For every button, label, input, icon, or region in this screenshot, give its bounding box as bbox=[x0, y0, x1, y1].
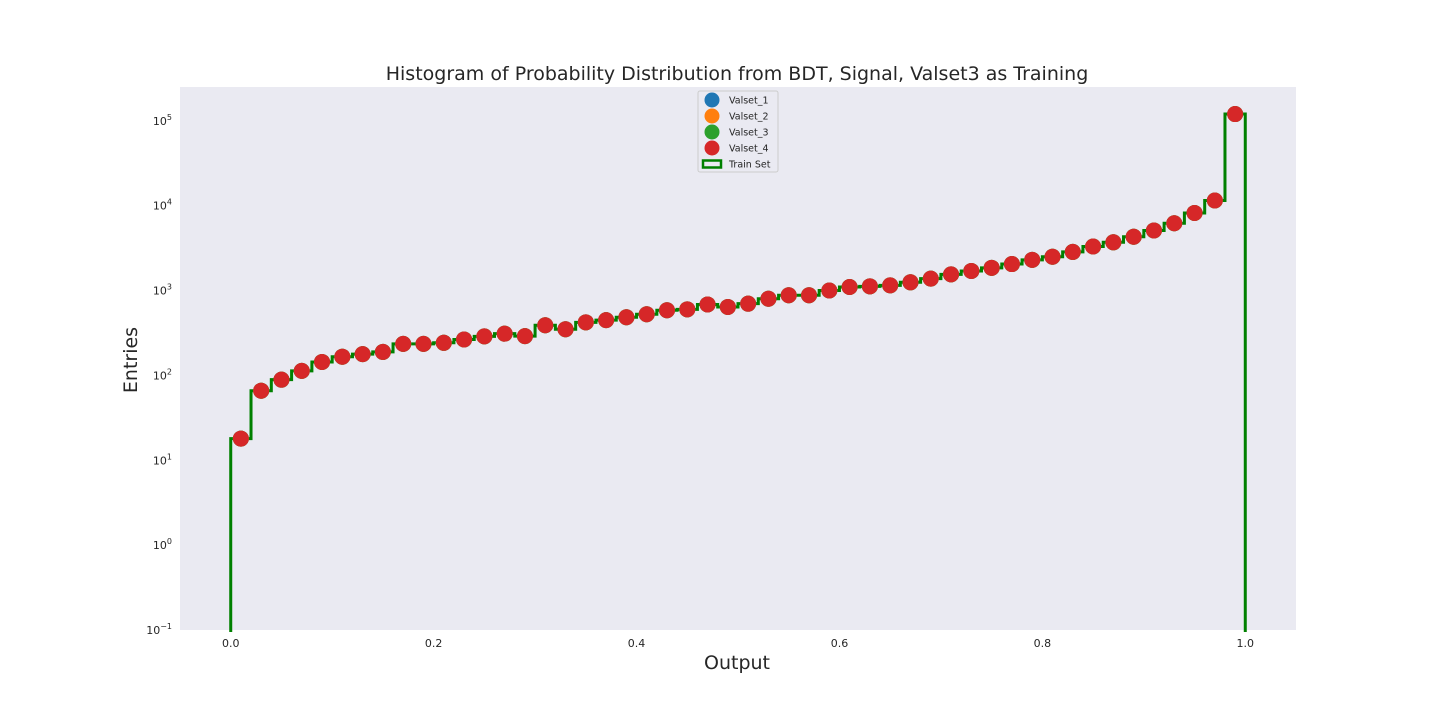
series-valset-4 bbox=[232, 106, 1244, 447]
point-4-9 bbox=[415, 335, 432, 352]
y-axis-ticks: 10−1 100 101 102 103 104 105 bbox=[146, 113, 172, 637]
point-4-19 bbox=[618, 309, 635, 326]
point-4-48 bbox=[1206, 192, 1223, 209]
point-4-11 bbox=[456, 331, 473, 348]
x-tick-label-1: 0.2 bbox=[425, 637, 443, 650]
chart-title: Histogram of Probability Distribution fr… bbox=[386, 63, 1089, 85]
point-4-12 bbox=[476, 328, 493, 345]
y-tick-label-2: 101 bbox=[153, 452, 172, 467]
point-4-10 bbox=[435, 334, 452, 351]
point-4-6 bbox=[354, 346, 371, 363]
legend-label-0: Valset_1 bbox=[729, 96, 769, 107]
x-tick-label-0: 0.0 bbox=[222, 637, 240, 650]
point-4-7 bbox=[374, 343, 391, 360]
legend-marker-0 bbox=[704, 92, 720, 108]
point-4-17 bbox=[577, 314, 594, 331]
point-4-16 bbox=[557, 321, 574, 338]
point-4-8 bbox=[395, 335, 412, 352]
point-4-2 bbox=[273, 371, 290, 388]
point-4-24 bbox=[719, 298, 736, 315]
point-4-44 bbox=[1125, 228, 1142, 245]
y-tick-label-4: 103 bbox=[153, 283, 172, 298]
point-4-26 bbox=[760, 290, 777, 307]
point-4-25 bbox=[740, 295, 757, 312]
point-4-45 bbox=[1145, 222, 1162, 239]
legend-label-3: Valset_4 bbox=[729, 144, 769, 155]
legend-label-2: Valset_3 bbox=[729, 128, 769, 139]
point-4-27 bbox=[780, 287, 797, 304]
point-4-46 bbox=[1166, 215, 1183, 232]
point-4-31 bbox=[861, 278, 878, 295]
point-4-47 bbox=[1186, 204, 1203, 221]
point-4-30 bbox=[841, 279, 858, 296]
y-axis-label: Entries bbox=[120, 327, 142, 393]
point-4-18 bbox=[598, 312, 615, 329]
point-4-40 bbox=[1044, 248, 1061, 265]
point-4-4 bbox=[314, 353, 331, 370]
point-4-39 bbox=[1024, 251, 1041, 268]
point-4-41 bbox=[1064, 243, 1081, 260]
point-4-23 bbox=[699, 296, 716, 313]
y-tick-label-5: 104 bbox=[153, 198, 172, 213]
point-4-33 bbox=[902, 274, 919, 291]
legend-marker-1 bbox=[704, 108, 720, 124]
point-4-37 bbox=[983, 259, 1000, 276]
x-tick-label-4: 0.8 bbox=[1034, 637, 1052, 650]
plot-content bbox=[229, 106, 1247, 632]
point-4-21 bbox=[658, 302, 675, 319]
legend-label-4: Train Set bbox=[728, 160, 771, 171]
point-4-20 bbox=[638, 306, 655, 323]
point-4-42 bbox=[1085, 238, 1102, 255]
legend-marker-4 bbox=[701, 159, 723, 169]
y-tick-label-6: 105 bbox=[153, 113, 172, 128]
x-tick-label-5: 1.0 bbox=[1237, 637, 1255, 650]
point-4-14 bbox=[516, 328, 533, 345]
point-4-5 bbox=[334, 348, 351, 365]
legend-marker-3 bbox=[704, 140, 720, 156]
x-axis-ticks: 0.0 0.2 0.4 0.6 0.8 1.0 bbox=[222, 637, 1254, 650]
legend: Valset_1 Valset_2 Valset_3 Valset_4 Train Se… bbox=[697, 90, 779, 173]
point-4-49 bbox=[1227, 106, 1244, 123]
point-4-36 bbox=[963, 262, 980, 279]
point-4-28 bbox=[801, 287, 818, 304]
legend-label-1: Valset_2 bbox=[729, 112, 769, 123]
y-tick-label-3: 102 bbox=[153, 367, 172, 382]
point-4-13 bbox=[496, 325, 513, 342]
point-4-34 bbox=[922, 270, 939, 287]
point-4-32 bbox=[882, 277, 899, 294]
point-4-1 bbox=[253, 382, 270, 399]
point-4-22 bbox=[679, 301, 696, 318]
legend-marker-2 bbox=[704, 124, 720, 140]
point-4-0 bbox=[232, 430, 249, 447]
train-set-histogram bbox=[229, 112, 1247, 632]
x-axis-label: Output bbox=[704, 652, 770, 674]
point-4-29 bbox=[821, 282, 838, 299]
point-4-38 bbox=[1003, 256, 1020, 273]
point-4-15 bbox=[537, 317, 554, 334]
y-tick-label-1: 100 bbox=[153, 537, 172, 552]
y-tick-label-0: 10−1 bbox=[146, 622, 172, 637]
x-tick-label-3: 0.6 bbox=[831, 637, 849, 650]
x-tick-label-2: 0.4 bbox=[628, 637, 646, 650]
point-4-43 bbox=[1105, 234, 1122, 251]
point-4-35 bbox=[943, 266, 960, 283]
point-4-3 bbox=[293, 362, 310, 379]
